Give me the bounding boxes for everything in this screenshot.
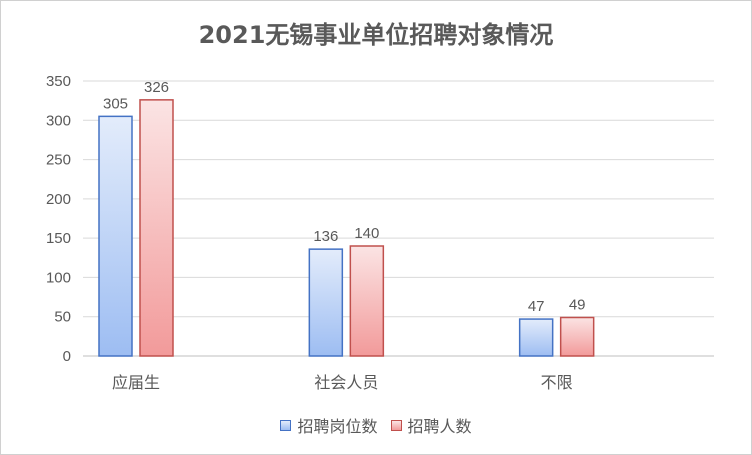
- y-axis: 0 50 100 150 200 250 300 350: [46, 73, 71, 365]
- y-tick-label: 300: [46, 112, 71, 129]
- legend-label-series-1: 招聘岗位数: [297, 417, 378, 436]
- x-tick-label: 社会人员: [314, 373, 378, 392]
- gridlines: [83, 80, 714, 357]
- data-label: 305: [103, 95, 128, 112]
- data-label: 136: [313, 228, 338, 245]
- data-label: 49: [569, 297, 586, 314]
- bar: [518, 318, 554, 357]
- chart-title: 2021无锡事业单位招聘对象情况: [198, 21, 554, 49]
- y-tick-label: 350: [46, 73, 71, 90]
- data-label: 140: [354, 225, 379, 242]
- legend-swatch-series-2: [390, 419, 402, 431]
- bar: [139, 99, 174, 357]
- y-tick-label: 50: [54, 309, 71, 326]
- x-tick-label: 不限: [541, 373, 573, 392]
- legend-swatch-series-1: [280, 419, 292, 431]
- y-tick-label: 100: [46, 269, 71, 286]
- y-tick-label: 0: [63, 348, 71, 365]
- legend-label-series-2: 招聘人数: [407, 417, 472, 436]
- legend-item-series-2: 招聘人数: [390, 413, 472, 437]
- data-labels: 305 326 136 140 47 49: [103, 79, 586, 315]
- data-label: 47: [528, 298, 545, 315]
- bar: [308, 248, 344, 357]
- bar: [349, 245, 385, 357]
- bar: [559, 316, 595, 357]
- legend-item-series-1: 招聘岗位数: [280, 413, 377, 437]
- data-label: 326: [144, 79, 169, 96]
- bars: [98, 99, 595, 357]
- legend: 招聘岗位数 招聘人数: [1, 413, 751, 437]
- y-tick-label: 250: [46, 152, 71, 169]
- bar: [98, 115, 133, 357]
- y-tick-label: 200: [46, 191, 71, 208]
- x-tick-label: 应届生: [112, 373, 160, 392]
- y-tick-label: 150: [46, 230, 71, 247]
- x-axis: 应届生 社会人员 不限: [112, 373, 573, 392]
